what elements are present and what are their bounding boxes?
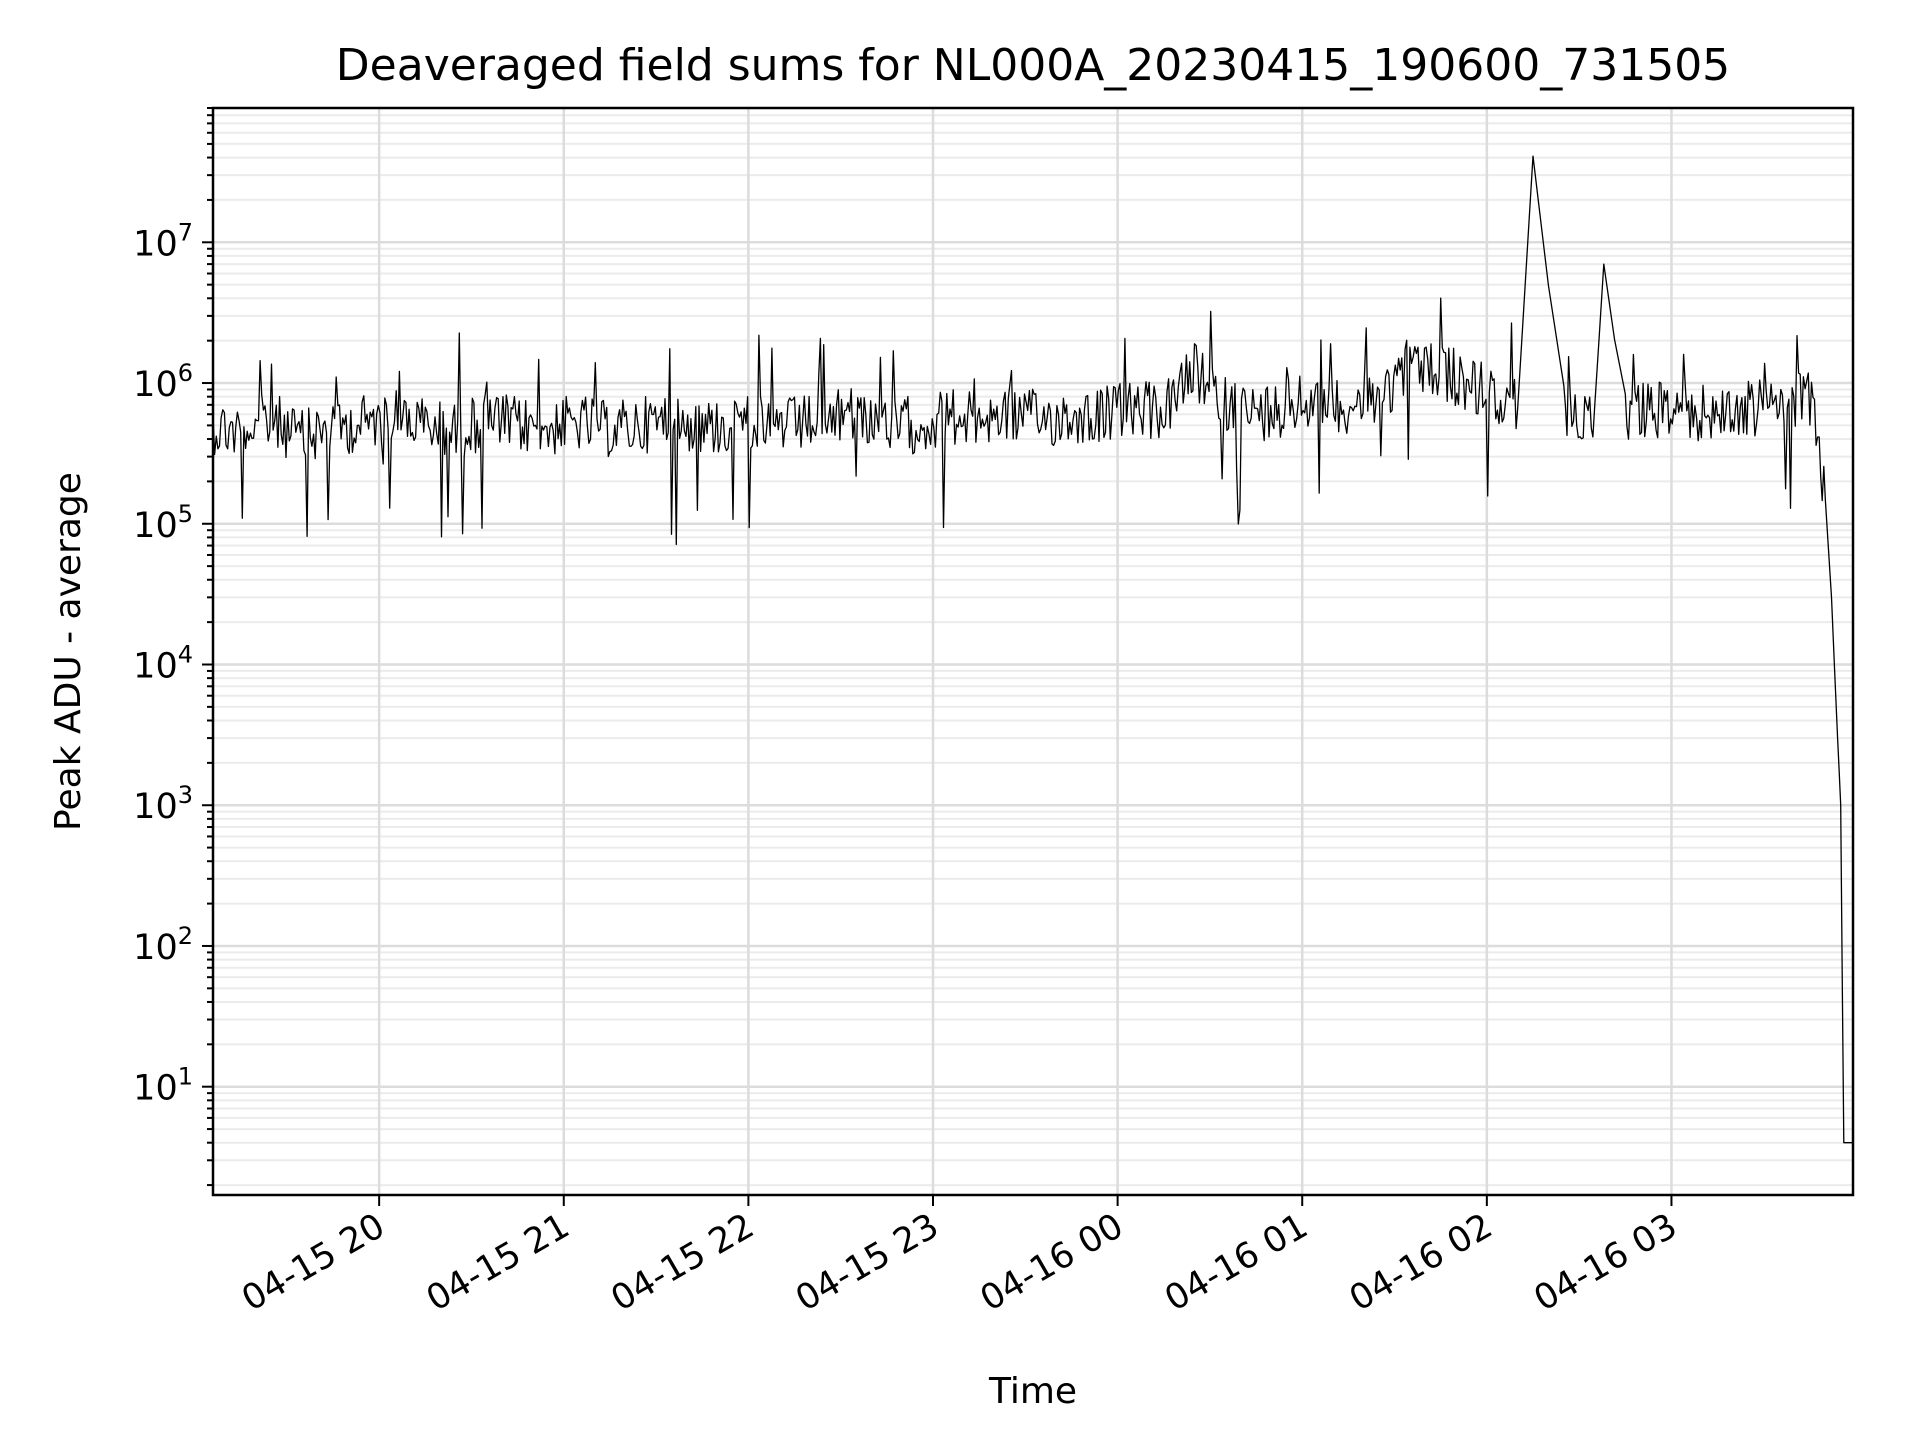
x-tick-label: 04-16 01	[1158, 1206, 1314, 1319]
y-tick-label: 103	[133, 781, 193, 827]
y-tick-base: 10	[133, 224, 178, 264]
series-line-0	[212, 155, 1853, 1144]
x-tick-label: 04-15 23	[789, 1206, 945, 1319]
y-tick-base: 10	[133, 787, 178, 827]
y-tick-base: 10	[133, 646, 178, 686]
y-tick-label: 101	[133, 1063, 193, 1109]
x-tick-label: 04-15 21	[420, 1206, 576, 1319]
y-tick-base: 10	[133, 928, 178, 968]
y-tick-exponent: 7	[178, 218, 193, 246]
x-tick-label: 04-15 20	[235, 1206, 391, 1319]
grid-layer	[213, 107, 1853, 1195]
y-tick-base: 10	[133, 365, 178, 405]
x-tick-label: 04-16 02	[1343, 1206, 1499, 1319]
x-tick-label: 04-16 00	[974, 1206, 1130, 1319]
y-axis-label: Peak ADU - average	[48, 472, 89, 831]
y-tick-label: 107	[133, 218, 193, 264]
y-tick-exponent: 6	[178, 359, 193, 387]
y-tick-base: 10	[133, 506, 178, 546]
series-layer	[212, 155, 1853, 1144]
y-tick-exponent: 2	[178, 922, 193, 950]
y-tick-exponent: 3	[178, 781, 193, 809]
y-tick-label: 102	[133, 922, 193, 968]
y-tick-label: 105	[133, 500, 193, 546]
y-tick-label: 104	[133, 640, 193, 686]
chart-title: Deaveraged field sums for NL000A_2023041…	[336, 40, 1730, 91]
y-tick-base: 10	[133, 1069, 178, 1109]
x-tick-label: 04-15 22	[605, 1206, 761, 1319]
plot-frame	[211, 106, 1855, 1197]
y-tick-exponent: 5	[178, 500, 193, 528]
y-tick-label: 106	[133, 359, 193, 405]
x-axis-label: Time	[988, 1371, 1077, 1412]
y-tick-exponent: 1	[178, 1063, 193, 1091]
y-tick-exponent: 4	[178, 640, 193, 668]
x-tick-label: 04-16 03	[1528, 1206, 1684, 1319]
